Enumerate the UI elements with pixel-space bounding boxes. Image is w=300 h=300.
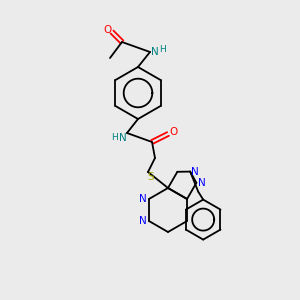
Text: N: N [151, 47, 159, 57]
Text: H: H [112, 134, 118, 142]
Text: N: N [139, 216, 147, 226]
Text: H: H [160, 46, 167, 55]
Text: N: N [119, 133, 127, 143]
Text: N: N [191, 167, 199, 177]
Text: S: S [148, 172, 154, 182]
Text: N: N [197, 178, 205, 188]
Text: O: O [169, 127, 177, 137]
Text: O: O [103, 25, 111, 35]
Text: N: N [139, 194, 147, 204]
